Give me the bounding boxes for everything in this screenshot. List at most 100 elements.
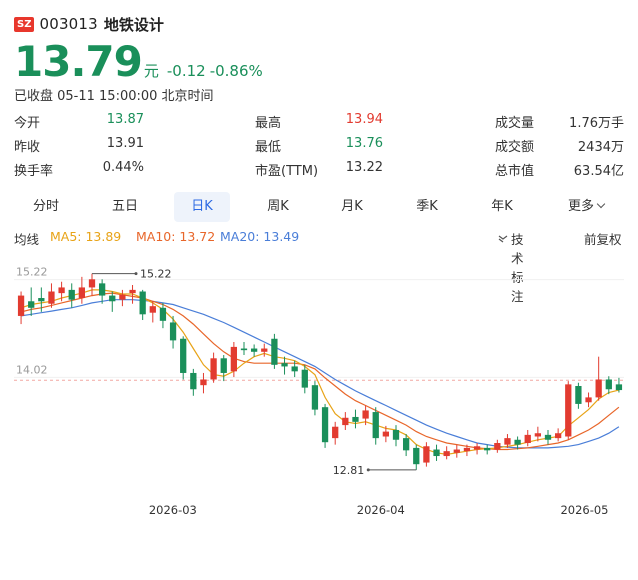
candle [240,342,248,356]
candle [514,436,521,450]
candle [443,446,450,460]
candle-body [261,348,268,352]
candle-body [291,366,298,372]
candle-body [149,306,156,313]
candle-body [88,279,96,288]
technical-annotation-toggle[interactable]: 技术标注 [498,229,524,304]
high-label: 最高 [255,116,282,131]
candle [565,381,572,440]
kline-chart[interactable]: 15.22 14.02 15.22 12.81 2026-03 2026-04 2026-… [0,255,638,525]
stock-name[interactable]: 地铁设计 [103,15,164,34]
candle [149,301,156,323]
candle-body [443,451,450,457]
max-pointer-dot [134,272,138,276]
candle-body [98,283,106,296]
x-tick-label: 2026-04 [357,503,405,517]
candle [423,442,430,467]
tab-weekly-k[interactable]: 周K [267,199,289,214]
candle [372,407,379,445]
candle-body [169,322,177,341]
candle [352,409,359,429]
candle-body [402,438,410,451]
prev-close-value: 13.91 [106,136,144,151]
candle [311,381,319,416]
candle-body [17,295,25,316]
candle [271,333,278,369]
candle-body [433,449,440,457]
max-annotation: 15.22 [140,268,172,281]
ma-label[interactable]: 均线 [14,232,40,247]
candle [281,356,288,375]
candle [575,382,582,409]
chevron-down-icon [596,199,606,209]
price-change-pct: -0.86% [209,62,263,80]
annotation-icon [498,235,508,242]
chart-grid: 15.22 14.02 [14,266,624,381]
tab-intraday[interactable]: 分时 [32,199,59,214]
candle-body [362,410,369,419]
candle [402,434,410,457]
candle-body [463,447,471,452]
candle-body [159,307,167,321]
open-value: 13.87 [106,112,144,127]
amount-value: 2434万 [577,140,624,155]
candle [413,444,420,470]
candle-body [271,338,278,365]
candle-body [68,289,75,300]
candle [494,439,501,453]
candle [28,287,35,316]
candle [180,336,187,380]
turnover-label: 换手率 [14,164,54,179]
candle-body [78,287,86,299]
candle [615,377,623,393]
candle-body [554,433,562,439]
volume-label: 成交量 [495,116,535,131]
candle-body [190,372,197,390]
tab-quarterly-k[interactable]: 季K [416,199,438,214]
candle [301,364,308,394]
candle [250,344,258,357]
tab-five-day[interactable]: 五日 [111,199,138,214]
period-tabs: 分时 五日 日K 周K 月K 季K 年K 更多 [14,192,624,222]
market-status: 已收盘 05-11 15:00:00 北京时间 [14,89,214,104]
tab-more[interactable]: 更多 [552,192,620,222]
stock-header: SZ 003013 地铁设计 [14,13,164,35]
y-tick-label: 14.02 [16,363,48,376]
ma5-line [20,289,620,456]
adjust-toggle[interactable]: 前复权 [584,232,622,247]
tab-daily-k[interactable]: 日K [174,192,230,222]
candle [321,403,329,448]
high-value: 13.94 [345,112,383,127]
candle [98,279,106,304]
candle [109,291,116,312]
pe-label: 市盈(TTM) [255,164,319,179]
candle-body [311,385,319,410]
market-cap-label: 总市值 [495,164,535,179]
ma10-value: MA10: 13.72 [136,229,216,244]
market-badge: SZ [14,16,35,32]
candle-body [453,449,460,453]
candle [210,352,217,383]
candle [595,356,602,401]
candle-body [585,397,592,403]
tab-yearly-k[interactable]: 年K [491,199,513,214]
ma10-line [20,292,620,451]
candle [544,429,552,445]
candle-body [392,429,400,440]
x-tick-label: 2026-03 [149,503,197,517]
candle [129,284,136,304]
candle-body [534,433,542,437]
candle-body [473,446,481,450]
candle-body [504,438,511,445]
candle [230,342,238,378]
tab-monthly-k[interactable]: 月K [341,199,363,214]
pe-value: 13.22 [345,160,383,175]
candle-body [372,412,379,439]
candle [484,444,491,455]
candle [605,376,612,395]
candle [342,412,349,430]
open-label: 今开 [14,116,41,131]
candle-body [544,434,552,440]
low-label: 最低 [255,140,282,155]
